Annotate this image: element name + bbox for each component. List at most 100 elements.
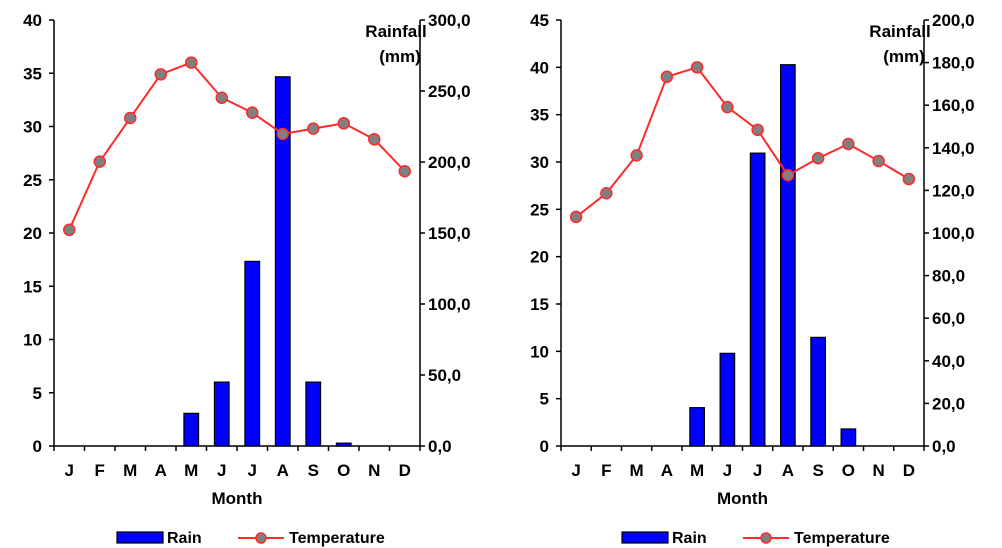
left-tick-label: 40 xyxy=(530,58,549,77)
legend-temperature-label: Temperature xyxy=(289,530,385,547)
chart-1: 0 5 10 15 20 25 30 35 40 0,0 50,0 100,0 150,0 200,0 25… xyxy=(23,11,470,547)
x-tick-label: M xyxy=(123,461,137,480)
temperature-line xyxy=(68,61,406,231)
temperature-line xyxy=(575,66,910,218)
right-tick-label: 120,0 xyxy=(932,181,975,200)
left-tick-label: 10 xyxy=(530,342,549,361)
y2-axis-title-line1: Rainfall xyxy=(365,22,426,41)
right-tick-label: 140,0 xyxy=(932,139,975,158)
temperature-point xyxy=(185,56,198,69)
x-tick-label: S xyxy=(812,461,823,480)
temperature-point xyxy=(781,169,795,182)
x-tick-label: S xyxy=(308,461,319,480)
x-tick-label: M xyxy=(690,461,704,480)
x-tick-label: O xyxy=(337,461,350,480)
left-tick-label: 20 xyxy=(23,224,42,243)
right-tick-label: 100,0 xyxy=(428,295,471,314)
right-tick-label: 100,0 xyxy=(932,224,975,243)
left-tick-label: 35 xyxy=(530,106,549,125)
right-tick-label: 0,0 xyxy=(932,437,956,456)
temperature-point xyxy=(124,111,137,125)
right-tick-label: 40,0 xyxy=(932,352,965,371)
x-tick-label: A xyxy=(155,461,167,480)
rain-bar xyxy=(274,76,291,447)
temperature-point xyxy=(902,172,916,186)
left-tick-label: 0 xyxy=(540,437,549,456)
x-tick-label: O xyxy=(842,461,855,480)
left-tick-label: 5 xyxy=(540,390,549,409)
left-tick-label: 25 xyxy=(530,200,549,219)
rain-bar xyxy=(749,152,766,447)
right-tick-label: 50,0 xyxy=(428,366,461,385)
x-tick-label: F xyxy=(95,461,105,480)
rain-bar xyxy=(689,407,705,447)
temperature-point xyxy=(63,223,76,237)
right-tick-label: 0,0 xyxy=(428,437,452,456)
left-tick-label: 0 xyxy=(33,437,42,456)
y2-axis-title-line2: (mm) xyxy=(379,47,421,66)
left-tick-label: 30 xyxy=(530,153,549,172)
temperature-point xyxy=(721,100,734,114)
y2-axis-title-line1: Rainfall xyxy=(869,22,930,41)
left-tick-label: 20 xyxy=(530,248,549,267)
temperature-point xyxy=(276,127,289,141)
x-tick-label: F xyxy=(601,461,611,480)
temperature-point xyxy=(368,133,381,146)
temperature-point xyxy=(630,149,643,162)
legend-rain-label: Rain xyxy=(167,530,202,547)
legend-rain-swatch xyxy=(621,531,669,544)
rain-bar xyxy=(244,260,261,447)
temperature-point xyxy=(398,164,411,178)
x-tick-label: M xyxy=(184,461,198,480)
x-tick-label: D xyxy=(903,461,915,480)
legend-rain-label: Rain xyxy=(672,530,707,547)
temperature-point xyxy=(215,91,228,104)
x-tick-label: J xyxy=(248,461,257,480)
x-tick-label: A xyxy=(661,461,673,480)
legend: Rain Temperature xyxy=(116,530,385,547)
temperature-point xyxy=(660,70,674,84)
temperature-point xyxy=(811,151,825,165)
right-tick-label: 180,0 xyxy=(932,54,975,73)
rain-bar xyxy=(810,336,826,447)
temperature-point xyxy=(246,106,259,119)
left-tick-label: 30 xyxy=(23,118,42,137)
right-tick-label: 20,0 xyxy=(932,394,965,413)
temperature-point xyxy=(307,122,320,135)
x-tick-label: J xyxy=(753,461,762,480)
legend-temperature-marker xyxy=(255,532,267,544)
left-tick-label: 5 xyxy=(33,384,42,403)
temperature-point xyxy=(93,155,106,168)
temperature-point xyxy=(872,154,885,168)
right-tick-label: 200,0 xyxy=(932,11,975,30)
x-tick-label: A xyxy=(782,461,794,480)
x-tick-label: N xyxy=(368,461,380,480)
temperature-point xyxy=(842,137,855,151)
rain-bar xyxy=(780,64,796,447)
rain-bar xyxy=(183,412,200,447)
right-tick-label: 150,0 xyxy=(428,224,471,243)
left-tick-label: 25 xyxy=(23,171,42,190)
x-tick-label: N xyxy=(872,461,884,480)
right-tick-label: 300,0 xyxy=(428,11,471,30)
x-axis-title: Month xyxy=(212,489,263,508)
temperature-point xyxy=(154,68,167,81)
legend-temperature-marker xyxy=(760,532,772,544)
legend-rain-swatch xyxy=(116,531,164,544)
legend: Rain Temperature xyxy=(621,530,890,547)
right-tick-label: 160,0 xyxy=(932,96,975,115)
x-tick-label: J xyxy=(571,461,580,480)
x-tick-label: J xyxy=(217,461,226,480)
left-tick-label: 10 xyxy=(23,331,42,350)
temperature-point xyxy=(690,61,704,74)
y2-axis-title-line2: (mm) xyxy=(883,47,925,66)
x-axis-title: Month xyxy=(717,489,768,508)
right-tick-label: 80,0 xyxy=(932,267,965,286)
x-tick-label: D xyxy=(399,461,411,480)
rain-bar xyxy=(840,428,857,447)
temperature-point xyxy=(569,210,583,224)
legend-temperature-label: Temperature xyxy=(794,530,890,547)
rain-bar xyxy=(719,352,736,447)
left-tick-label: 35 xyxy=(23,64,42,83)
temperature-point xyxy=(337,117,350,130)
